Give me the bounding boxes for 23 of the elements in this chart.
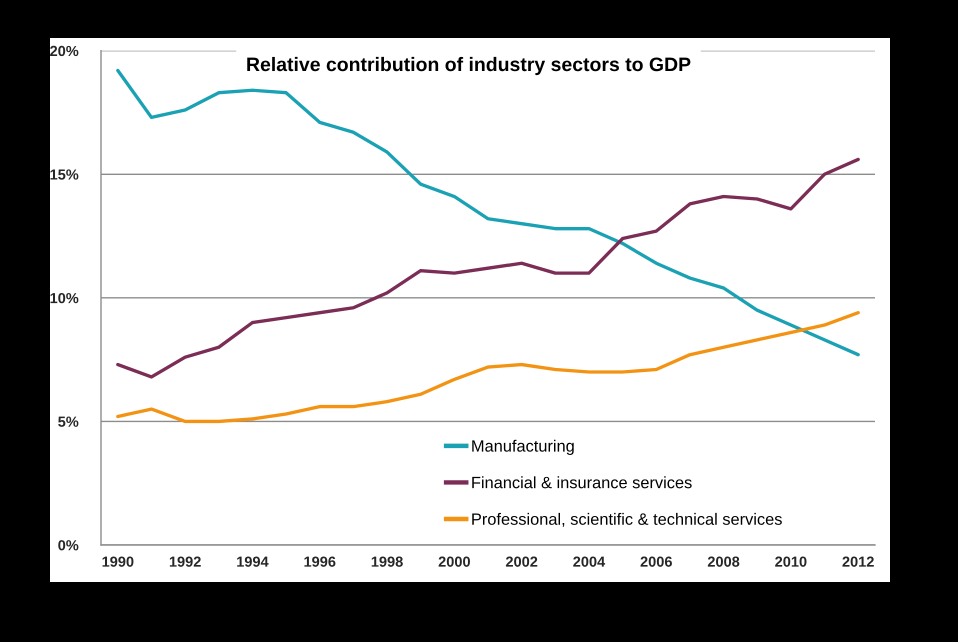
line-series: [116, 158, 860, 379]
y-tick-label: 15%: [50, 169, 78, 180]
y-tick-label: 5%: [58, 416, 78, 427]
legend-label: Manufacturing: [472, 440, 574, 455]
x-tick-label: 2012: [842, 556, 874, 567]
x-tick-label: 1990: [102, 556, 134, 567]
legend-label: Professional, scientific & technical services: [472, 512, 782, 527]
chart-title: Relative contribution of industry sectors to GDP: [247, 56, 690, 76]
x-tick-label: 1992: [170, 556, 201, 567]
x-tick-label: 1994: [237, 556, 269, 567]
y-tick-label: 10%: [50, 292, 78, 304]
x-tick-label: 2008: [708, 556, 740, 567]
legend-label: Financial & insurance services: [472, 476, 692, 488]
x-tick-label: 1998: [372, 556, 403, 567]
y-tick-label: 20%: [50, 46, 78, 56]
x-tick-label: 1996: [304, 556, 336, 567]
x-tick-label: 2004: [573, 556, 606, 567]
x-tick-label: 2010: [775, 556, 806, 567]
line-series: [116, 311, 860, 424]
x-tick-label: 2006: [640, 556, 672, 567]
x-tick-label: 2002: [506, 556, 538, 567]
y-tick-label: 0%: [58, 540, 78, 550]
x-tick-label: 2000: [438, 556, 470, 567]
